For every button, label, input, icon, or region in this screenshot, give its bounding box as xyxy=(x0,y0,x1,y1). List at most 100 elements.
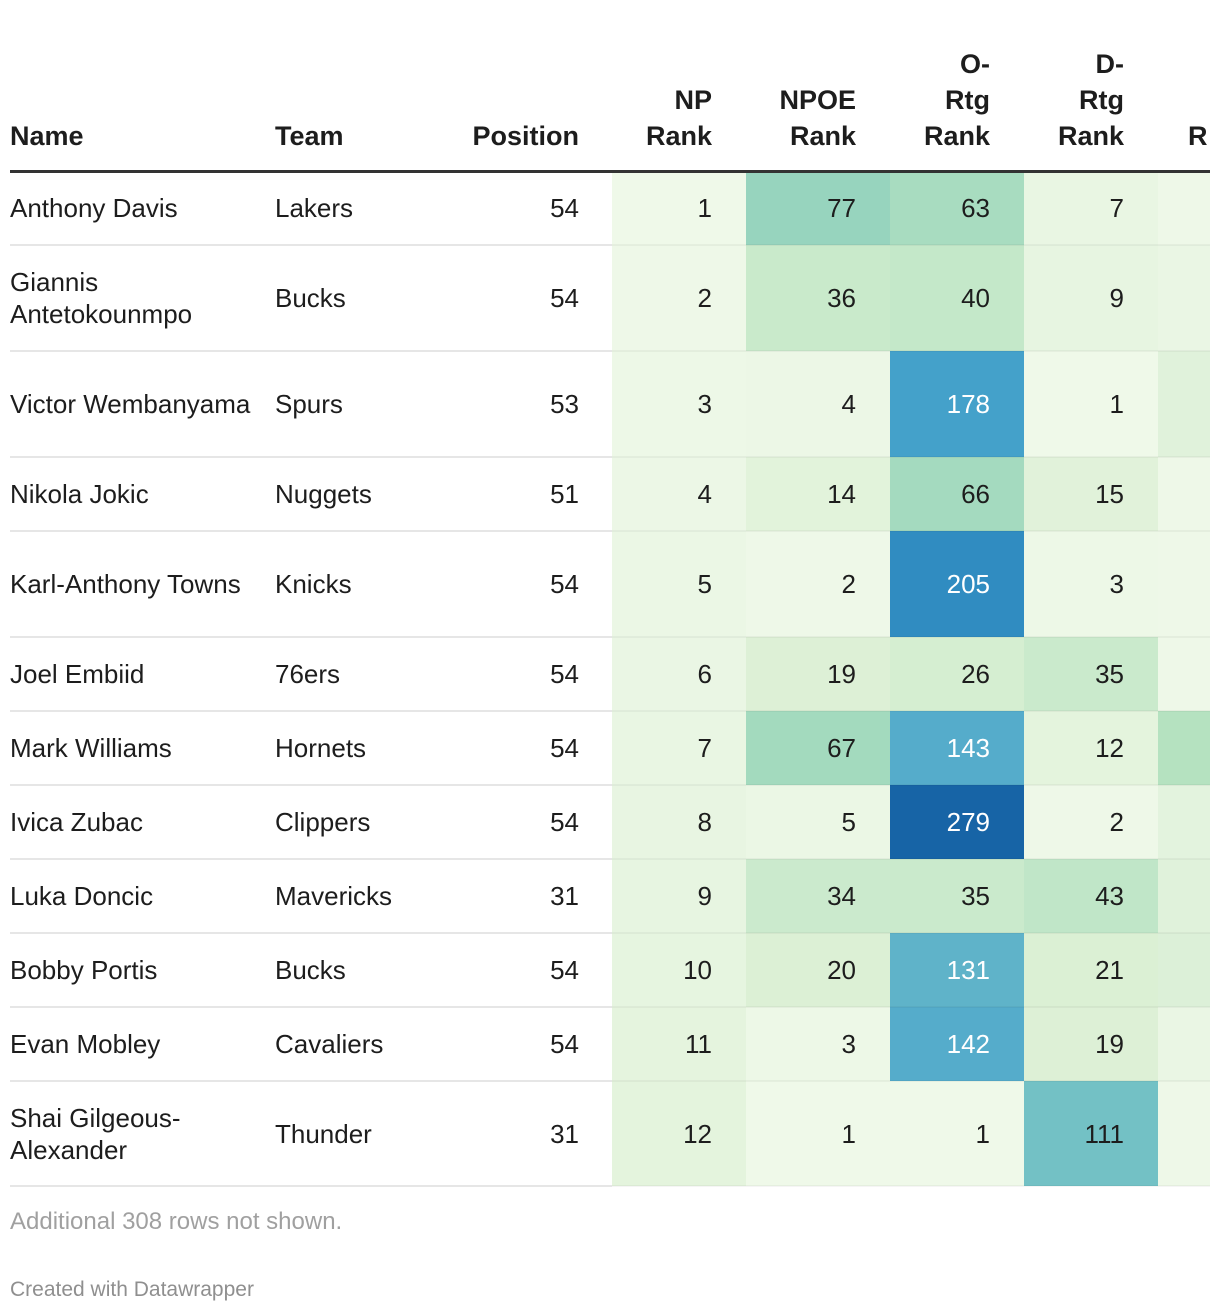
cropped-column-cell xyxy=(1158,171,1210,246)
drtg-rank-cell: 21 xyxy=(1024,933,1158,1008)
header-team[interactable]: Team xyxy=(275,0,445,173)
np-rank-cell: 11 xyxy=(612,1007,746,1082)
np-rank-cell: 3 xyxy=(612,351,746,458)
player-name: Ivica Zubac xyxy=(10,785,275,860)
drtg-rank-cell: 1 xyxy=(1024,351,1158,458)
cropped-column-cell xyxy=(1158,933,1210,1008)
table-row: Evan Mobley Cavaliers 54 11 3 142 19 xyxy=(10,1007,1210,1082)
team-name: 76ers xyxy=(275,637,445,712)
player-name: Evan Mobley xyxy=(10,1007,275,1082)
header-npoe-rank[interactable]: NPOE Rank xyxy=(746,0,890,173)
table-row: Giannis Antetokounmpo Bucks 54 2 36 40 9 xyxy=(10,245,1210,352)
cropped-column-cell xyxy=(1158,531,1210,638)
npoe-rank-cell: 2 xyxy=(746,531,890,638)
header-ortg-rank[interactable]: O-Rtg Rank xyxy=(890,0,1024,173)
np-rank-cell: 2 xyxy=(612,245,746,352)
cropped-column-cell xyxy=(1158,245,1210,352)
header-cropped-column[interactable]: R xyxy=(1158,0,1210,173)
np-rank-cell: 12 xyxy=(612,1081,746,1187)
drtg-rank-cell: 9 xyxy=(1024,245,1158,352)
table-row: Ivica Zubac Clippers 54 8 5 279 2 xyxy=(10,785,1210,860)
ortg-rank-cell: 142 xyxy=(890,1007,1024,1082)
position-value: 31 xyxy=(445,1081,612,1187)
position-value: 54 xyxy=(445,933,612,1008)
team-name: Lakers xyxy=(275,171,445,246)
cropped-column-cell xyxy=(1158,457,1210,532)
drtg-rank-cell: 43 xyxy=(1024,859,1158,934)
position-value: 54 xyxy=(445,1007,612,1082)
table-row: Joel Embiid 76ers 54 6 19 26 35 xyxy=(10,637,1210,712)
np-rank-cell: 4 xyxy=(612,457,746,532)
header-np-rank[interactable]: NP Rank xyxy=(612,0,746,173)
ortg-rank-cell: 35 xyxy=(890,859,1024,934)
npoe-rank-cell: 4 xyxy=(746,351,890,458)
ortg-rank-cell: 66 xyxy=(890,457,1024,532)
team-name: Spurs xyxy=(275,351,445,458)
header-drtg-rank[interactable]: D-Rtg Rank xyxy=(1024,0,1158,173)
drtg-rank-cell: 12 xyxy=(1024,711,1158,786)
table-row: Nikola Jokic Nuggets 51 4 14 66 15 xyxy=(10,457,1210,532)
player-name: Joel Embiid xyxy=(10,637,275,712)
ortg-rank-cell: 279 xyxy=(890,785,1024,860)
team-name: Nuggets xyxy=(275,457,445,532)
table-row: Shai Gilgeous-Alexander Thunder 31 12 1 1 111 xyxy=(10,1081,1210,1187)
team-name: Hornets xyxy=(275,711,445,786)
drtg-rank-cell: 15 xyxy=(1024,457,1158,532)
npoe-rank-cell: 20 xyxy=(746,933,890,1008)
player-name: Bobby Portis xyxy=(10,933,275,1008)
team-name: Thunder xyxy=(275,1081,445,1187)
position-value: 54 xyxy=(445,785,612,860)
npoe-rank-cell: 34 xyxy=(746,859,890,934)
player-rankings-table: Name Team Position NP Rank NPOE Rank O-R… xyxy=(10,0,1210,1187)
np-rank-cell: 1 xyxy=(612,171,746,246)
ortg-rank-cell: 63 xyxy=(890,171,1024,246)
ortg-rank-cell: 40 xyxy=(890,245,1024,352)
np-rank-cell: 8 xyxy=(612,785,746,860)
player-name: Anthony Davis xyxy=(10,171,275,246)
additional-rows-note: Additional 308 rows not shown. xyxy=(10,1208,343,1235)
player-name: Nikola Jokic xyxy=(10,457,275,532)
position-value: 54 xyxy=(445,637,612,712)
npoe-rank-cell: 3 xyxy=(746,1007,890,1082)
npoe-rank-cell: 14 xyxy=(746,457,890,532)
table-row: Karl-Anthony Towns Knicks 54 5 2 205 3 xyxy=(10,531,1210,638)
cropped-column-cell xyxy=(1158,351,1210,458)
drtg-rank-cell: 111 xyxy=(1024,1081,1158,1187)
team-name: Clippers xyxy=(275,785,445,860)
cropped-column-cell xyxy=(1158,785,1210,860)
cropped-column-cell xyxy=(1158,1081,1210,1187)
position-value: 53 xyxy=(445,351,612,458)
ortg-rank-cell: 131 xyxy=(890,933,1024,1008)
ortg-rank-cell: 143 xyxy=(890,711,1024,786)
np-rank-cell: 5 xyxy=(612,531,746,638)
drtg-rank-cell: 2 xyxy=(1024,785,1158,860)
header-position[interactable]: Position xyxy=(445,0,612,173)
table-row: Luka Doncic Mavericks 31 9 34 35 43 xyxy=(10,859,1210,934)
header-name[interactable]: Name xyxy=(10,0,275,173)
ortg-rank-cell: 205 xyxy=(890,531,1024,638)
np-rank-cell: 6 xyxy=(612,637,746,712)
player-name: Victor Wembanyama xyxy=(10,351,275,458)
player-name: Giannis Antetokounmpo xyxy=(10,245,275,352)
team-name: Cavaliers xyxy=(275,1007,445,1082)
ortg-rank-cell: 1 xyxy=(890,1081,1024,1187)
position-value: 54 xyxy=(445,171,612,246)
npoe-rank-cell: 5 xyxy=(746,785,890,860)
cropped-column-cell xyxy=(1158,1007,1210,1082)
header-row: Name Team Position NP Rank NPOE Rank O-R… xyxy=(10,0,1210,173)
ortg-rank-cell: 178 xyxy=(890,351,1024,458)
drtg-rank-cell: 7 xyxy=(1024,171,1158,246)
position-value: 51 xyxy=(445,457,612,532)
team-name: Knicks xyxy=(275,531,445,638)
data-table-container: Name Team Position NP Rank NPOE Rank O-R… xyxy=(10,0,1210,1187)
datawrapper-credit[interactable]: Created with Datawrapper xyxy=(10,1278,254,1301)
npoe-rank-cell: 67 xyxy=(746,711,890,786)
position-value: 54 xyxy=(445,711,612,786)
np-rank-cell: 7 xyxy=(612,711,746,786)
table-row: Bobby Portis Bucks 54 10 20 131 21 xyxy=(10,933,1210,1008)
np-rank-cell: 9 xyxy=(612,859,746,934)
table-row: Victor Wembanyama Spurs 53 3 4 178 1 xyxy=(10,351,1210,458)
team-name: Bucks xyxy=(275,933,445,1008)
team-name: Mavericks xyxy=(275,859,445,934)
drtg-rank-cell: 3 xyxy=(1024,531,1158,638)
